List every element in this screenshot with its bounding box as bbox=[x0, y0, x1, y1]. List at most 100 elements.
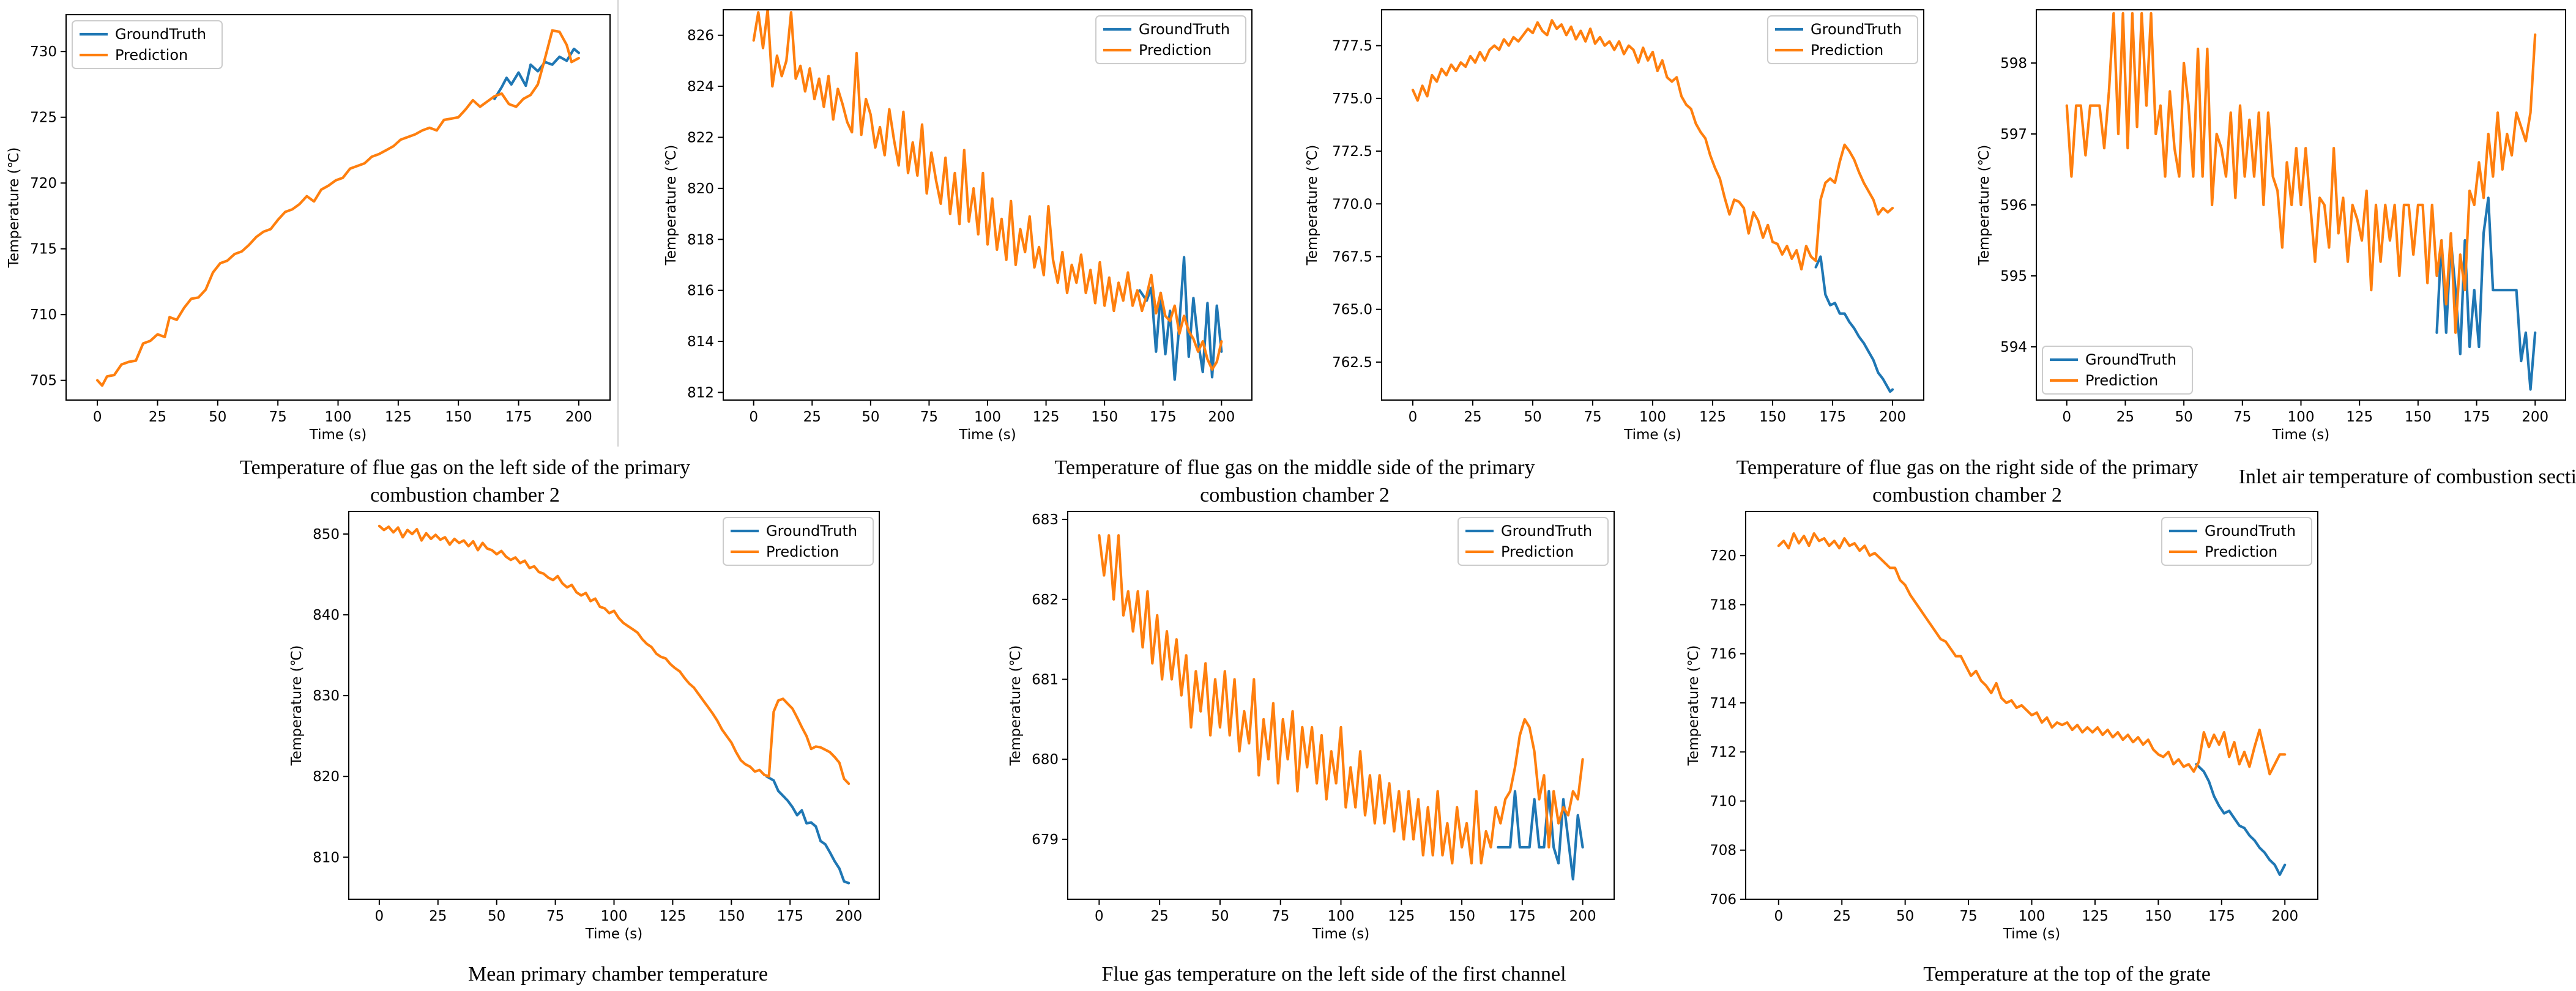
x-axis-label: Time (s) bbox=[2003, 926, 2061, 942]
x-tick-label: 50 bbox=[1211, 908, 1229, 924]
y-tick-label: 720 bbox=[1710, 548, 1737, 564]
series-line-groundtruth bbox=[2195, 763, 2287, 876]
y-tick-label: 824 bbox=[687, 79, 714, 95]
x-tick-label: 100 bbox=[325, 409, 352, 425]
y-tick-label: 681 bbox=[1032, 672, 1059, 688]
x-tick-label: 25 bbox=[429, 908, 447, 924]
x-tick-label: 75 bbox=[269, 409, 287, 425]
chart-caption: Flue gas temperature on the left side of… bbox=[1101, 963, 1566, 985]
legend-box bbox=[2161, 517, 2312, 566]
x-tick-label: 100 bbox=[2288, 409, 2315, 425]
legend-box bbox=[72, 20, 223, 69]
x-tick-label: 75 bbox=[920, 409, 938, 425]
legend-label-groundtruth: GroundTruth bbox=[1501, 522, 1592, 540]
chart-caption: Temperature of flue gas on the middle si… bbox=[1054, 456, 1535, 479]
legend: GroundTruth Prediction bbox=[2161, 517, 2312, 566]
x-tick-label: 0 bbox=[749, 409, 758, 425]
x-tick-label: 50 bbox=[1524, 409, 1541, 425]
y-tick-label: 820 bbox=[687, 181, 714, 197]
x-tick-label: 0 bbox=[2062, 409, 2071, 425]
y-axis-label: Temperature (℃) bbox=[1686, 645, 1702, 766]
x-tick-label: 100 bbox=[974, 409, 1001, 425]
x-tick-label: 175 bbox=[1150, 409, 1177, 425]
legend-box bbox=[723, 517, 874, 566]
chart-caption: combustion chamber 2 bbox=[1200, 484, 1390, 507]
y-tick-label: 680 bbox=[1032, 752, 1059, 768]
x-axis-label: Time (s) bbox=[309, 427, 367, 443]
x-tick-label: 25 bbox=[803, 409, 821, 425]
y-axis-label: Temperature (℃) bbox=[663, 145, 679, 266]
y-tick-label: 718 bbox=[1710, 597, 1737, 613]
y-tick-label: 594 bbox=[2000, 340, 2027, 355]
y-tick-label: 595 bbox=[2000, 269, 2027, 284]
chart-3: 0 25 50 75 100 125 150 175 200 762.5 765.0 767.5 770… bbox=[1305, 9, 2198, 507]
chart-caption: combustion chamber 2 bbox=[1872, 484, 2062, 507]
y-tick-label: 830 bbox=[313, 688, 340, 704]
y-axis-label: Temperature (℃) bbox=[289, 645, 305, 766]
y-tick-label: 762.5 bbox=[1332, 355, 1372, 371]
x-tick-label: 75 bbox=[1584, 409, 1601, 425]
y-tick-label: 720 bbox=[30, 176, 57, 191]
x-tick-label: 75 bbox=[1271, 908, 1289, 924]
y-tick-label: 820 bbox=[313, 769, 340, 785]
chart-caption: Temperature of flue gas on the left side… bbox=[240, 456, 690, 479]
x-tick-label: 100 bbox=[2019, 908, 2046, 924]
y-tick-label: 767.5 bbox=[1332, 249, 1372, 265]
chart-7: 0 25 50 75 100 125 150 175 200 706 708 710 712 714 716… bbox=[1686, 511, 2318, 985]
y-tick-label: 777.5 bbox=[1332, 39, 1372, 54]
legend-label-groundtruth: GroundTruth bbox=[1139, 21, 1230, 38]
legend-label-prediction: Prediction bbox=[2085, 372, 2158, 389]
y-tick-label: 725 bbox=[30, 110, 57, 126]
series-line-groundtruth bbox=[1138, 256, 1223, 381]
legend-label-prediction: Prediction bbox=[1139, 42, 1212, 59]
x-axis-label: Time (s) bbox=[585, 926, 643, 942]
x-tick-label: 125 bbox=[659, 908, 686, 924]
x-tick-label: 125 bbox=[1699, 409, 1726, 425]
x-tick-label: 0 bbox=[93, 409, 102, 425]
series-line-prediction bbox=[1777, 532, 2287, 776]
legend-label-groundtruth: GroundTruth bbox=[766, 522, 857, 540]
x-tick-label: 25 bbox=[1151, 908, 1169, 924]
chart-caption: Mean primary chamber temperature bbox=[468, 963, 768, 985]
chart-4: 0 25 50 75 100 125 150 175 200 594 595 596 597 598 Tim… bbox=[1976, 9, 2576, 488]
x-tick-label: 50 bbox=[488, 908, 505, 924]
x-tick-label: 175 bbox=[776, 908, 803, 924]
y-tick-label: 850 bbox=[313, 527, 340, 543]
series-line-groundtruth bbox=[493, 47, 580, 100]
legend: GroundTruth Prediction bbox=[1457, 517, 1609, 566]
y-tick-label: 812 bbox=[687, 385, 714, 401]
legend-label-prediction: Prediction bbox=[1811, 42, 1883, 59]
series-line-prediction bbox=[378, 524, 851, 785]
series-line-prediction bbox=[752, 10, 1223, 371]
y-tick-label: 810 bbox=[313, 850, 340, 866]
y-tick-label: 770.0 bbox=[1332, 196, 1372, 212]
legend: GroundTruth Prediction bbox=[1095, 15, 1246, 64]
x-tick-label: 200 bbox=[1569, 908, 1596, 924]
y-tick-label: 814 bbox=[687, 334, 714, 350]
legend-label-groundtruth: GroundTruth bbox=[2085, 351, 2176, 368]
series-line-groundtruth bbox=[765, 775, 851, 885]
chart-6: 0 25 50 75 100 125 150 175 200 679 680 681 682 683 Tim… bbox=[1008, 511, 1615, 985]
legend-label-groundtruth: GroundTruth bbox=[115, 26, 206, 43]
x-tick-label: 175 bbox=[505, 409, 532, 425]
x-tick-label: 0 bbox=[375, 908, 384, 924]
series-line-groundtruth bbox=[1497, 790, 1584, 881]
legend-label-prediction: Prediction bbox=[2205, 543, 2277, 560]
y-tick-label: 730 bbox=[30, 44, 57, 60]
x-tick-label: 175 bbox=[2463, 409, 2490, 425]
chart-1: 0 25 50 75 100 125 150 175 200 705 710 715 720 725 730… bbox=[6, 14, 690, 507]
y-axis-label: Temperature (℃) bbox=[6, 147, 22, 269]
x-tick-label: 200 bbox=[835, 908, 862, 924]
y-tick-label: 679 bbox=[1032, 832, 1059, 848]
y-tick-label: 772.5 bbox=[1332, 144, 1372, 160]
x-tick-label: 25 bbox=[1464, 409, 1481, 425]
x-tick-label: 125 bbox=[2082, 908, 2109, 924]
y-tick-label: 596 bbox=[2000, 198, 2027, 213]
y-tick-label: 715 bbox=[30, 242, 57, 258]
y-tick-label: 818 bbox=[687, 232, 714, 248]
x-tick-label: 100 bbox=[1328, 908, 1355, 924]
x-tick-label: 25 bbox=[2116, 409, 2134, 425]
x-tick-label: 200 bbox=[565, 409, 592, 425]
